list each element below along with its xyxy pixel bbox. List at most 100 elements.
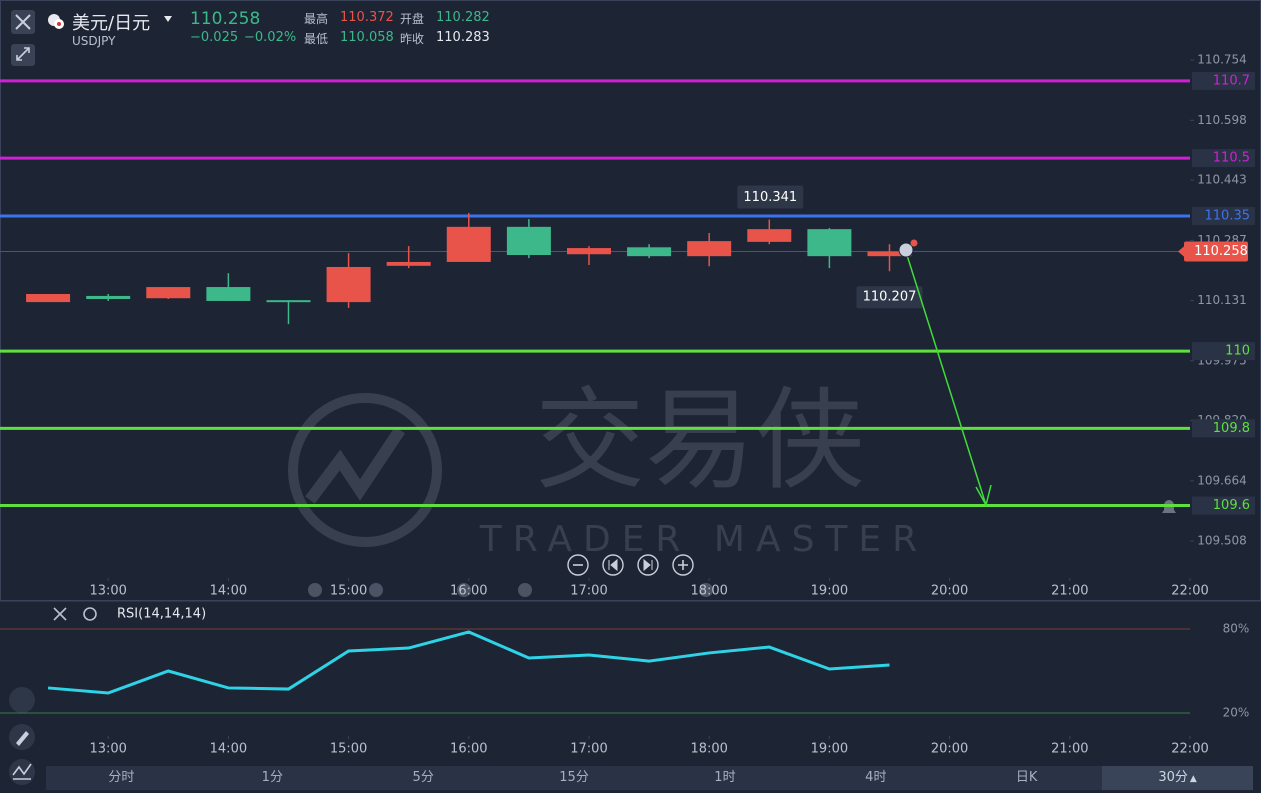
candle-body	[446, 226, 491, 262]
watermark-title: 交易侠	[535, 376, 865, 504]
y-tick-label: 110.443	[1197, 173, 1247, 187]
price-level-tag	[1192, 419, 1255, 438]
price-change-pct: −0.02%	[244, 30, 297, 45]
price-level-label: 110.35	[1205, 209, 1251, 224]
dropdown-arrow[interactable]	[164, 16, 172, 22]
stat-label: 最低	[304, 32, 329, 46]
x-tick-label: 14:00	[210, 742, 247, 757]
low-callout: 110.207	[863, 290, 917, 305]
candle-body	[627, 247, 672, 257]
timeframe-tab[interactable]: 1分	[261, 770, 283, 785]
x-tick-label: 19:00	[811, 584, 848, 599]
timeframe-tab[interactable]: 1时	[714, 770, 736, 785]
zoom-controls	[567, 554, 694, 576]
x-tick-label: 15:00	[330, 742, 367, 757]
watermark-subtitle: TRADER MASTER	[479, 519, 928, 560]
x-tick-label: 20:00	[931, 584, 968, 599]
flag-icon	[57, 22, 61, 26]
last-price-pointer	[1178, 245, 1185, 258]
watermark-logo	[305, 426, 405, 504]
y-tick-label: 109.508	[1197, 534, 1247, 548]
event-dot[interactable]	[369, 583, 383, 597]
timeframe-tabs: 分时 1分 5分 15分 1时 4时 日K 30分 ▲	[46, 766, 1253, 790]
candle-body	[506, 226, 551, 256]
price-change: −0.025	[190, 30, 239, 45]
candle-body	[747, 229, 792, 242]
high-callout: 110.341	[743, 190, 797, 205]
timeframe-tab[interactable]: 4时	[865, 770, 887, 785]
price-level-label: 110.5	[1213, 151, 1250, 166]
x-tick-label: 21:00	[1051, 742, 1088, 757]
timeframe-tab[interactable]: 日K	[1015, 770, 1038, 785]
x-tick-label: 22:00	[1171, 584, 1208, 599]
price-level-label: 109.8	[1213, 421, 1250, 436]
candle-body	[206, 287, 251, 301]
stat-value: 110.282	[436, 10, 490, 25]
y-tick-label: 80%	[1223, 622, 1250, 636]
instrument-symbol: USDJPY	[72, 34, 116, 48]
x-tick-label: 20:00	[931, 742, 968, 757]
watermark-logo	[288, 393, 442, 547]
x-tick-label: 16:00	[450, 584, 487, 599]
x-tick-label: 22:00	[1171, 742, 1208, 757]
scroll-start[interactable]	[602, 554, 624, 576]
zoom-in[interactable]	[672, 554, 694, 576]
x-tick-label: 21:00	[1051, 584, 1088, 599]
y-tick-label: 110.598	[1197, 113, 1247, 127]
last-price: 110.258	[190, 9, 261, 29]
rsi-settings[interactable]	[83, 607, 97, 621]
candle-body	[26, 293, 71, 303]
timeframe-tab[interactable]: 15分	[559, 770, 589, 785]
draw-icon	[16, 731, 29, 746]
stat-label: 最高	[304, 12, 329, 26]
candle-body	[146, 287, 191, 299]
close-icon	[15, 14, 31, 30]
stat-value: 110.058	[340, 30, 394, 45]
y-tick-label: 20%	[1223, 706, 1250, 720]
x-tick-label: 17:00	[570, 584, 607, 599]
timeframe-tab[interactable]: 分时	[108, 770, 135, 785]
candle-body	[807, 229, 852, 257]
timeframe-tab[interactable]: 30分 ▲	[1102, 766, 1253, 790]
zoom-out[interactable]	[567, 554, 589, 576]
stat-label: 昨收	[400, 32, 425, 46]
rsi-close[interactable]	[53, 607, 67, 621]
indicator-icon	[12, 763, 32, 780]
timeframe-tab[interactable]: 5分	[412, 770, 434, 785]
candle-body	[386, 261, 431, 266]
x-tick-label: 14:00	[210, 584, 247, 599]
event-dot[interactable]	[518, 583, 532, 597]
price-level-tag	[1192, 496, 1255, 515]
x-tick-label: 13:00	[89, 584, 126, 599]
candle-body	[687, 241, 732, 257]
candle-body	[566, 248, 611, 255]
high-callout-box	[737, 185, 804, 209]
price-level-label: 110.7	[1213, 73, 1250, 88]
price-level-tag	[1192, 342, 1255, 361]
zoom-in-icon	[678, 560, 688, 570]
price-level-tag	[1192, 207, 1255, 226]
scroll-end[interactable]	[637, 554, 659, 576]
alert-dot	[910, 239, 918, 247]
tab-arrow: ▲	[1189, 774, 1197, 784]
x-tick-label: 19:00	[811, 742, 848, 757]
price-level-tag	[1192, 71, 1255, 90]
x-tick-label: 18:00	[690, 742, 727, 757]
stat-value: 110.283	[436, 30, 490, 45]
scroll-start-icon	[608, 558, 618, 572]
price-level-tag	[1192, 149, 1255, 168]
low-callout-box	[856, 286, 923, 309]
y-tick-label: 110.754	[1197, 53, 1247, 67]
x-tick-label: 18:00	[690, 584, 727, 599]
expand-icon	[16, 47, 30, 61]
event-dot[interactable]	[457, 583, 471, 597]
candle-body	[86, 295, 131, 300]
last-price-label: 110.258	[1194, 244, 1248, 259]
event-dot[interactable]	[699, 583, 713, 597]
event-dot[interactable]	[308, 583, 322, 597]
tool-button[interactable]	[9, 687, 35, 713]
x-tick-label: 13:00	[89, 742, 126, 757]
projection-arrow	[905, 251, 992, 508]
